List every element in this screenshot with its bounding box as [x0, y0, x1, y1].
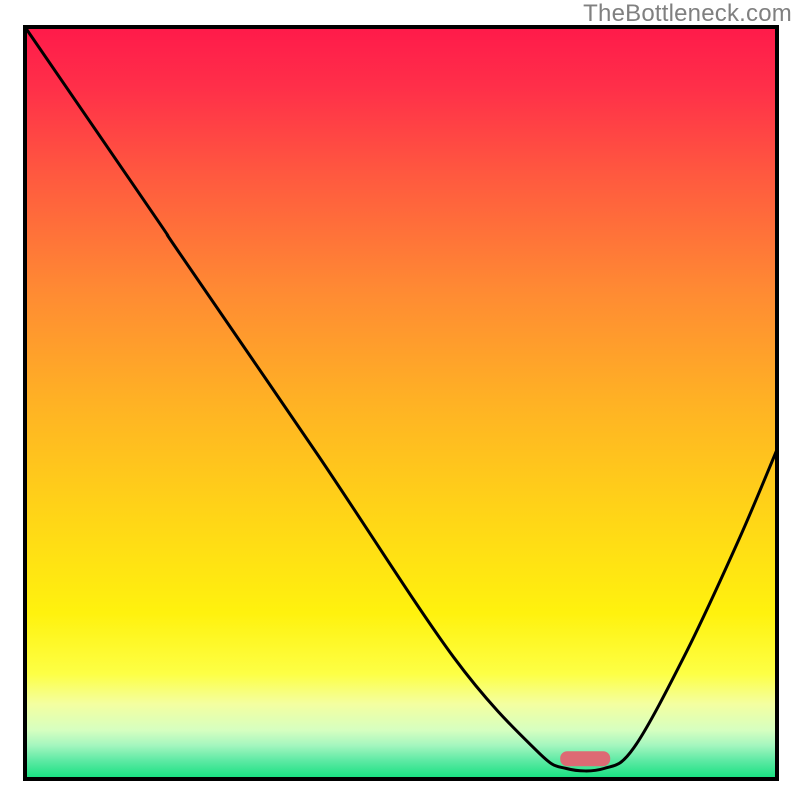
- watermark-text: TheBottleneck.com: [583, 0, 792, 28]
- chart-svg: [0, 0, 800, 800]
- optimum-marker: [560, 751, 610, 766]
- gradient-background: [25, 27, 777, 779]
- bottleneck-chart: TheBottleneck.com: [0, 0, 800, 800]
